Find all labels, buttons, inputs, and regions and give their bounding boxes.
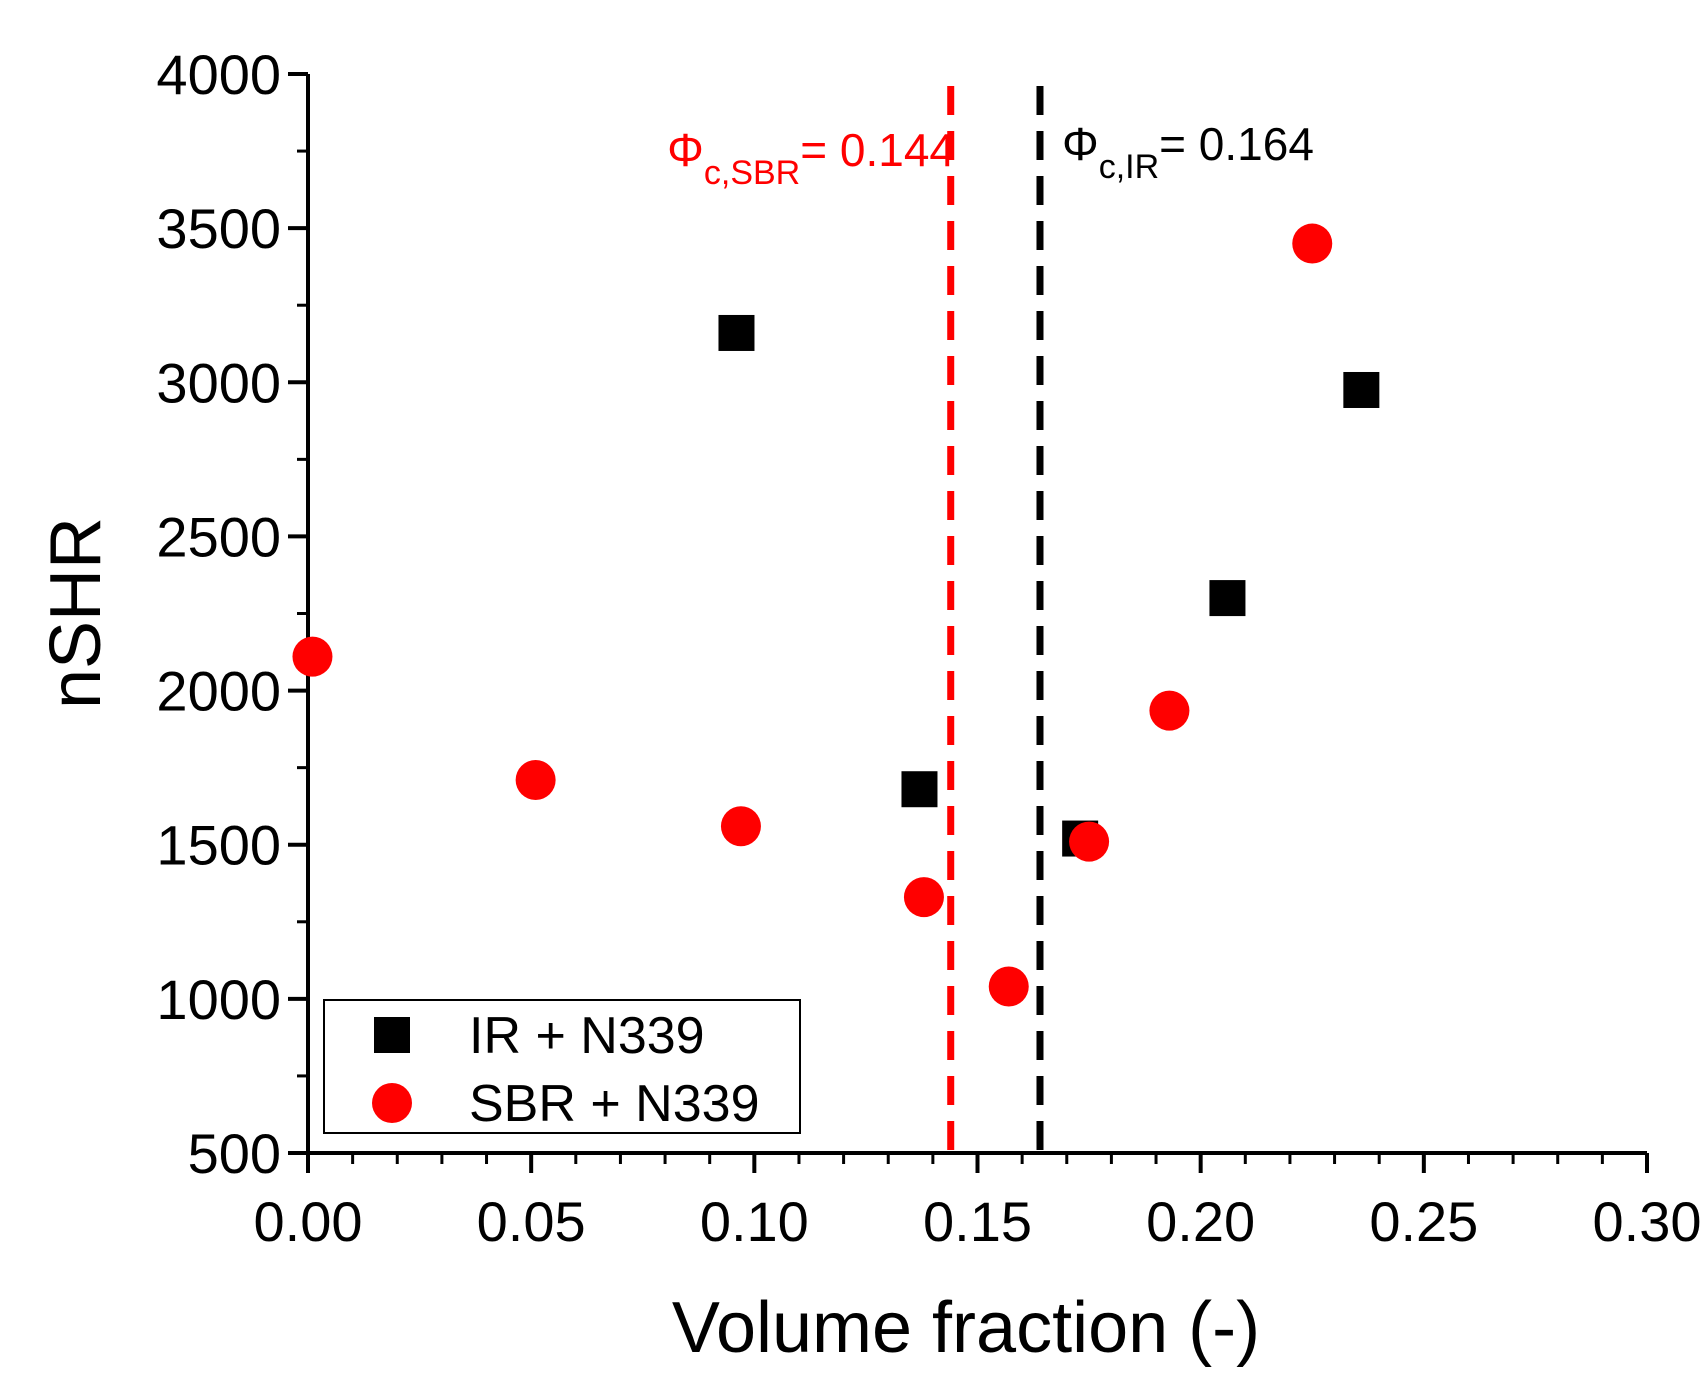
- phi-subscript: c,SBR: [704, 154, 800, 192]
- y-tick-label: 3500: [156, 197, 281, 260]
- critical-fraction-label: Φc,SBR= 0.144: [667, 124, 955, 192]
- legend-marker-square: [374, 1017, 410, 1053]
- ir-data-point: [901, 771, 938, 808]
- axes: 0.00 0.05 0.10 0.15 0.20 0.25 0.30 500 1000 1500 2…: [156, 43, 1701, 1253]
- legend-label: IR + N339: [469, 1007, 705, 1065]
- y-tick-label: 1500: [156, 814, 281, 877]
- ir-data-point: [1343, 371, 1380, 408]
- ir-data-point: [718, 314, 755, 351]
- phi-value: = 0.164: [1159, 118, 1314, 170]
- sbr-data-point: [1149, 690, 1190, 731]
- sbr-data-point: [988, 966, 1029, 1007]
- y-tick-label: 3000: [156, 351, 281, 414]
- sbr-data-point: [515, 759, 556, 800]
- x-tick-label: 0.20: [1146, 1190, 1255, 1253]
- y-tick-label: 2500: [156, 505, 281, 568]
- y-tick-label: 2000: [156, 660, 281, 723]
- x-tick-label: 0.15: [923, 1190, 1032, 1253]
- y-tick-label: 500: [188, 1122, 281, 1185]
- sbr-data-point: [1292, 223, 1333, 264]
- x-tick-label: 0.00: [254, 1190, 363, 1253]
- legend: IR + N339 SBR + N339: [323, 999, 801, 1134]
- phi-subscript: c,IR: [1099, 148, 1159, 186]
- y-tick-label: 4000: [156, 43, 281, 106]
- x-tick-label: 0.30: [1593, 1190, 1702, 1253]
- sbr-data-point: [1069, 821, 1110, 862]
- data-points: [292, 223, 1380, 1007]
- phi-value: = 0.144: [800, 124, 955, 176]
- phi-symbol: Φ: [667, 124, 704, 176]
- x-tick-label: 0.05: [477, 1190, 586, 1253]
- reference-lines: Φc,SBR= 0.144 Φc,IR= 0.164: [667, 86, 1314, 1153]
- x-axis-label: Volume fraction (-): [672, 1288, 1260, 1368]
- y-tick-label: 1000: [156, 968, 281, 1031]
- sbr-data-point: [720, 806, 761, 847]
- legend-label: SBR + N339: [469, 1075, 760, 1133]
- ir-data-point: [1209, 580, 1246, 617]
- sbr-data-point: [292, 636, 333, 677]
- x-tick-label: 0.25: [1369, 1190, 1478, 1253]
- y-axis-label: nSHR: [36, 517, 116, 709]
- x-tick-label: 0.10: [700, 1190, 809, 1253]
- critical-fraction-label: Φc,IR= 0.164: [1062, 118, 1314, 186]
- legend-marker-circle: [372, 1083, 412, 1123]
- sbr-data-point: [903, 877, 944, 918]
- phi-symbol: Φ: [1062, 118, 1099, 170]
